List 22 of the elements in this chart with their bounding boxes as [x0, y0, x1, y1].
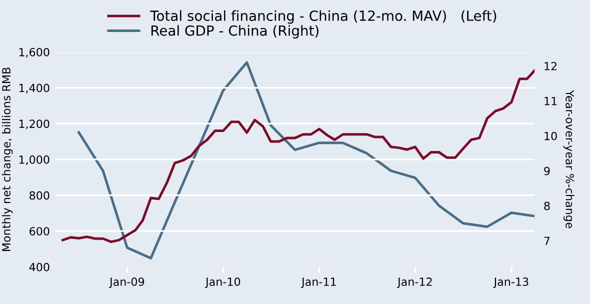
- x-tick-label: Jan-10: [204, 278, 240, 288]
- y2-tick-label: 11: [544, 97, 557, 106]
- y-tick-label: 800: [30, 191, 50, 200]
- legend-label: Real GDP - China (Right): [151, 25, 318, 39]
- x-tick-label: Jan-12: [396, 278, 432, 288]
- y2-tick-label: 7: [544, 236, 550, 245]
- y2-tick-label: 10: [544, 132, 557, 140]
- y-tick-label: 1,000: [19, 155, 50, 165]
- y2-tick-label: 12: [544, 62, 556, 70]
- y-tick-label: 1,400: [19, 84, 50, 94]
- y-tick-label: 1,200: [19, 120, 50, 130]
- y2-tick-label: 8: [544, 202, 550, 210]
- x-tick-label: Jan-11: [300, 278, 336, 288]
- x-tick-label: Jan-13: [493, 278, 528, 288]
- y-tick-label: 600: [30, 227, 50, 236]
- x-tick-label: Jan-09: [108, 278, 144, 288]
- legend-label: Total social financing - China (12-mo. MAV) (Left): [150, 10, 496, 24]
- y-tick-label: 400: [29, 262, 50, 272]
- y2-axis-title: Year-over-year %-change: [564, 90, 574, 228]
- y2-tick-label: 9: [544, 166, 550, 176]
- y-tick-label: 1,600: [19, 48, 50, 58]
- y-axis-title: Monthly net change, billions RMB: [2, 68, 13, 251]
